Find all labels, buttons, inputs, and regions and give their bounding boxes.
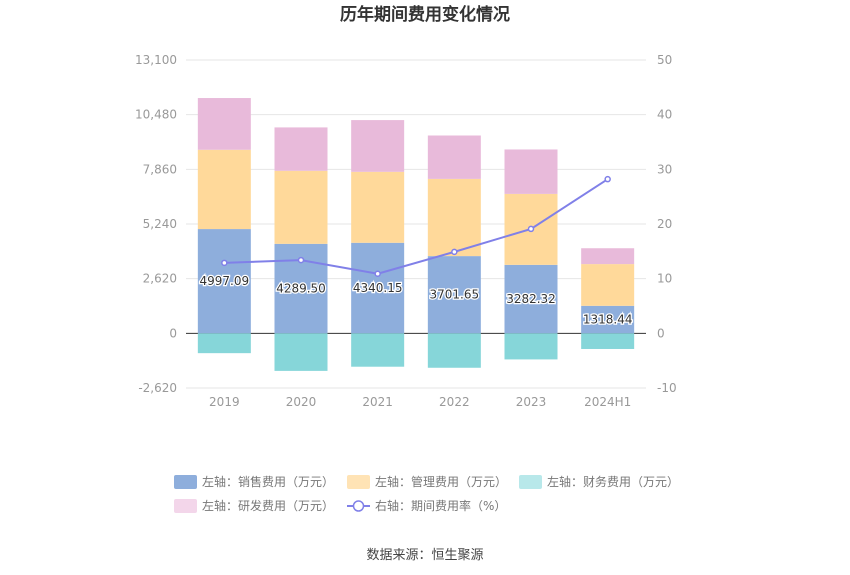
right-tick-label: 30: [657, 162, 672, 176]
data-label: 3701.65: [430, 288, 480, 302]
bar-segment: [581, 248, 635, 265]
bar-segment: [427, 178, 481, 257]
rate-line: [221, 175, 611, 277]
data-label: 1318.44: [583, 313, 633, 327]
bar-segment: [274, 127, 328, 171]
legend-swatch: [347, 475, 370, 489]
legend-swatch: [519, 475, 542, 489]
chart-title: 历年期间费用变化情况: [340, 4, 510, 25]
left-tick-label: 10,480: [135, 108, 177, 122]
legend-label: 左轴：研发费用（万元）: [202, 498, 334, 513]
x-tick-label: 2019: [209, 395, 240, 409]
bar-segment: [197, 333, 251, 354]
left-tick-label: 0: [169, 326, 177, 340]
bar-segment: [274, 170, 328, 244]
x-axis: 2019 2020 2021 2022 2023 2024H1: [209, 395, 631, 409]
data-label: 3282.32: [506, 292, 556, 306]
rate-point: [451, 248, 458, 256]
bar-segment: [351, 333, 405, 367]
data-label: 4340.15: [353, 281, 403, 295]
legend-marker: [352, 500, 365, 512]
bar-segment: [351, 171, 405, 243]
legend-label: 右轴：期间费用率（%）: [375, 498, 506, 513]
right-tick-label: 50: [657, 53, 672, 67]
bar-segment: [351, 242, 405, 334]
rate-point: [297, 256, 305, 264]
bar-segment: [581, 264, 635, 306]
bar-segment: [274, 333, 328, 371]
bar-segment: [351, 120, 405, 172]
bar-segment: [581, 333, 635, 349]
left-tick-label: -2,620: [138, 381, 177, 395]
rate-point: [527, 225, 535, 233]
right-axis: 50 40 30 20 10 0 -10: [657, 53, 677, 395]
data-label: 4997.09: [200, 274, 250, 288]
bar-segment: [504, 264, 558, 334]
legend: 左轴：销售费用（万元） 左轴：管理费用（万元） 左轴：财务费用（万元） 左轴：研发费用…: [174, 474, 679, 513]
left-tick-label: 2,620: [143, 272, 177, 286]
data-labels: 4997.09 4289.50 4340.15 3701.65 3282.32 1318.…: [198, 273, 633, 328]
legend-swatch: [174, 475, 197, 489]
rate-point: [374, 270, 381, 277]
right-tick-label: 20: [657, 217, 672, 231]
rate-line-path: [224, 178, 609, 275]
right-tick-label: -10: [657, 381, 677, 395]
left-tick-label: 7,860: [143, 162, 177, 176]
bars: [197, 98, 635, 371]
bar-segment: [197, 98, 251, 150]
bar-segment: [427, 135, 481, 179]
legend-swatch: [174, 499, 197, 513]
rate-point: [604, 175, 611, 183]
bar-segment: [581, 305, 635, 334]
grid: [186, 59, 646, 389]
bar-segment: [504, 333, 558, 360]
bar-segment: [427, 256, 481, 334]
x-tick-label: 2021: [362, 395, 393, 409]
x-tick-label: 2022: [439, 395, 470, 409]
legend-label: 左轴：管理费用（万元）: [375, 474, 507, 489]
rate-point: [221, 259, 228, 267]
right-tick-label: 40: [657, 108, 672, 122]
left-tick-label: 13,100: [135, 53, 177, 67]
x-tick-label: 2020: [286, 395, 317, 409]
data-label: 4289.50: [276, 282, 326, 296]
bar-segment: [197, 229, 251, 334]
right-tick-label: 0: [657, 326, 665, 340]
bar-segment: [197, 149, 251, 230]
bar-segment: [504, 149, 558, 194]
left-axis: 13,100 10,480 7,860 5,240 2,620 0 -2,620: [135, 53, 177, 395]
x-tick-label: 2023: [516, 395, 547, 409]
source-note: 数据来源：恒生聚源: [366, 548, 483, 563]
right-tick-label: 10: [657, 272, 672, 286]
legend-label: 左轴：财务费用（万元）: [547, 474, 679, 489]
bar-segment: [427, 333, 481, 368]
left-tick-label: 5,240: [143, 217, 177, 231]
legend-label: 左轴：销售费用（万元）: [202, 474, 334, 489]
x-tick-label: 2024H1: [584, 395, 631, 409]
